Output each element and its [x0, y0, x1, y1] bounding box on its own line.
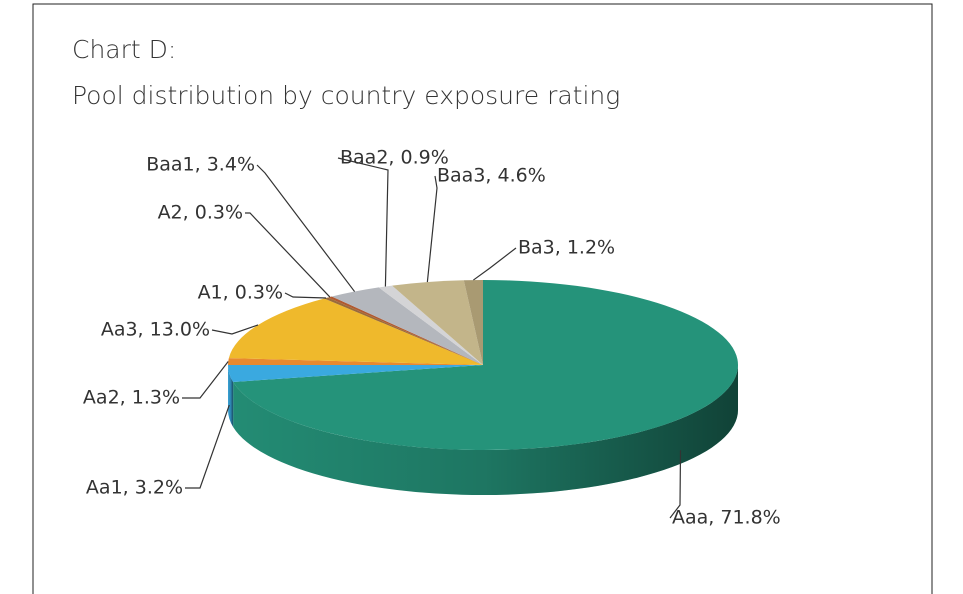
data-label: Aa3, 13.0%	[101, 319, 210, 341]
slice	[463, 280, 483, 365]
slice	[327, 296, 483, 365]
slice	[228, 358, 483, 365]
data-label: Aaa, 71.8%	[672, 507, 781, 529]
pie	[228, 280, 739, 496]
labels: Aaa, 71.8% Aa1, 3.2% Aa2, 1.3% Aa3, 13.0% A1…	[83, 147, 781, 529]
leader-line	[284, 292, 327, 299]
data-label: A1, 0.3%	[198, 282, 283, 304]
data-label: Baa1, 3.4%	[146, 154, 255, 176]
leader-line	[256, 164, 356, 292]
slice	[228, 365, 483, 382]
leader-line	[473, 247, 517, 281]
slice-side-shade	[228, 365, 234, 427]
chart-title: Chart D:	[72, 35, 176, 64]
chart-title: Pool distribution by country exposure ra…	[72, 81, 620, 110]
data-label: Ba3, 1.2%	[518, 237, 615, 259]
leader-line	[185, 404, 230, 489]
data-label: Baa3, 4.6%	[437, 165, 546, 187]
leader-line	[245, 212, 331, 298]
data-label: Baa2, 0.9%	[340, 147, 449, 169]
slice	[324, 297, 483, 365]
slice	[228, 298, 483, 365]
slice-side-shade	[233, 365, 738, 496]
data-label: Aa2, 1.3%	[83, 387, 180, 409]
slice	[331, 287, 483, 365]
leader-line	[337, 157, 389, 287]
leader-line	[182, 361, 229, 399]
slice	[233, 280, 739, 451]
leader-line	[669, 450, 682, 519]
data-label: A2, 0.3%	[158, 202, 243, 224]
frame	[32, 3, 933, 594]
leader-line	[211, 324, 259, 335]
data-label: Aa1, 3.2%	[86, 477, 183, 499]
slice	[378, 285, 483, 365]
leader-line	[426, 175, 438, 283]
slice	[392, 280, 483, 365]
